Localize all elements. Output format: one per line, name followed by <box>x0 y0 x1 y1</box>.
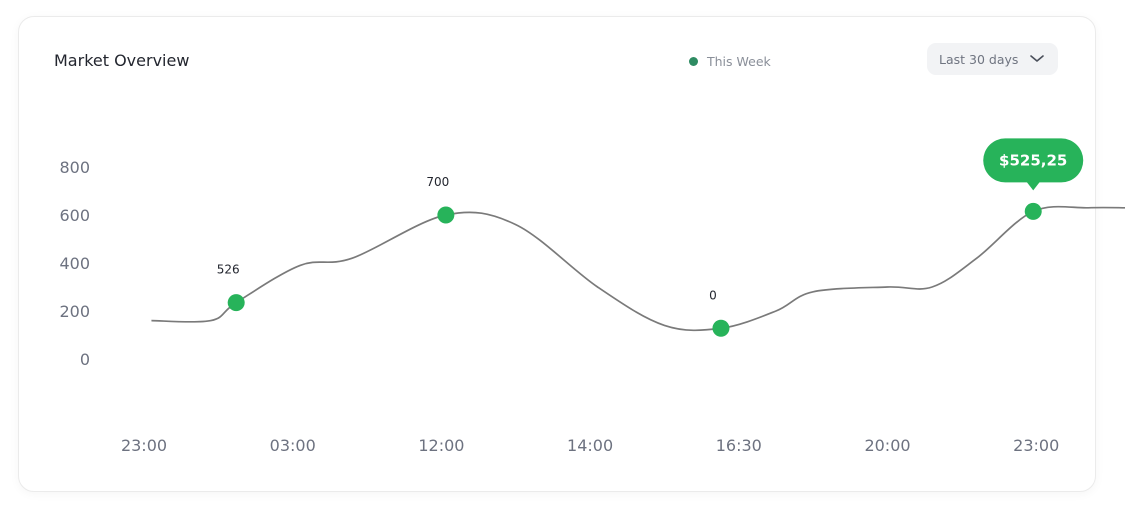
data-point <box>712 319 730 337</box>
x-tick-label: 12:00 <box>418 436 464 455</box>
legend-label-this-week: This Week <box>707 54 771 69</box>
tooltip-bubble <box>983 138 1084 183</box>
data-point <box>227 294 245 312</box>
series-line-this-week <box>151 205 1125 332</box>
date-range-value: Last 30 days <box>939 51 1019 67</box>
y-tick-label: 0 <box>80 350 90 369</box>
data-point <box>1024 202 1042 220</box>
x-tick-label: 20:00 <box>864 436 910 455</box>
x-tick-label: 14:00 <box>567 436 613 455</box>
market-overview-card: Market Overview This Week Last 30 days <box>18 16 1096 492</box>
x-tick-label: 23:00 <box>121 436 167 455</box>
x-tick-label: 16:30 <box>716 436 762 455</box>
y-tick-label: 400 <box>59 254 90 273</box>
chart-title: Market Overview <box>54 51 190 70</box>
x-tick-label: 03:00 <box>270 436 316 455</box>
y-tick-label: 600 <box>59 206 90 225</box>
y-tick-label: 200 <box>59 302 90 321</box>
tooltip-value: $525,25 <box>999 151 1067 169</box>
chart-legend: This Week <box>689 54 771 69</box>
x-tick-label: 23:00 <box>1013 436 1059 455</box>
y-tick-label: 800 <box>59 158 90 177</box>
date-range-select[interactable]: Last 30 days <box>927 43 1058 75</box>
chevron-down-icon <box>1030 55 1044 62</box>
data-label: 700 <box>426 175 449 189</box>
tooltip-pointer <box>1026 181 1041 191</box>
data-label: 0 <box>709 288 717 302</box>
data-point <box>437 206 455 224</box>
legend-dot-this-week <box>689 57 698 66</box>
data-label: 526 <box>217 263 240 277</box>
